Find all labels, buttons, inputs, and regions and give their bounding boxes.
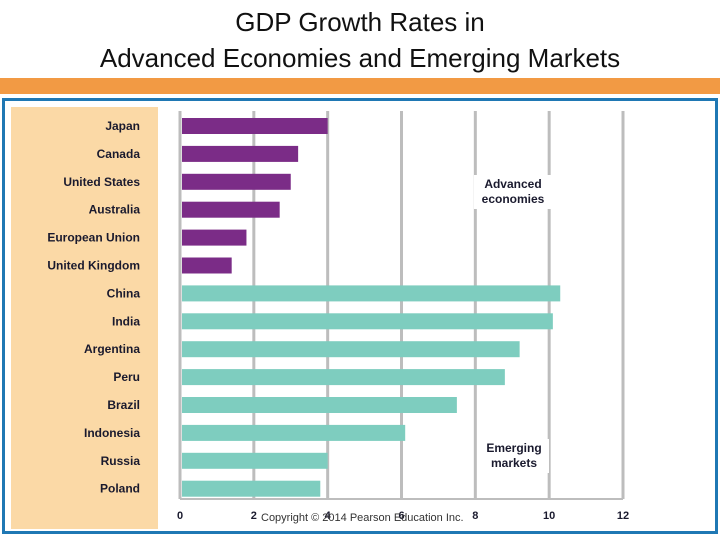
- bar-poland: [182, 480, 321, 497]
- bar-united-states: [182, 173, 291, 190]
- category-label-australia: Australia: [89, 203, 141, 217]
- x-axis-ticks: 0 2 4 6 8 10 12: [177, 510, 629, 522]
- category-label-argentina: Argentina: [84, 342, 140, 356]
- bar-indonesia: [182, 424, 406, 441]
- slide-title: GDP Growth Rates in Advanced Economies a…: [0, 4, 720, 76]
- gdp-growth-chart: Japan Canada United States Australia Europea…: [11, 107, 629, 529]
- emerging-markets-annotation: Emerging markets: [479, 439, 549, 473]
- x-tick-label-0: 0: [177, 510, 183, 522]
- title-line-1: GDP Growth Rates in: [235, 7, 485, 37]
- category-label-canada: Canada: [97, 147, 141, 161]
- x-tick-label-6: 6: [398, 510, 404, 522]
- category-label-panel: [11, 107, 158, 529]
- bar-russia: [182, 452, 328, 469]
- category-label-india: India: [112, 314, 140, 328]
- bar-layer: [182, 118, 561, 497]
- bar-brazil: [182, 397, 457, 413]
- advanced-economies-annotation: Advanced economies: [474, 175, 552, 209]
- bar-united-kingdom: [182, 257, 232, 274]
- category-label-china: China: [107, 286, 141, 300]
- category-label-united-kingdom: United Kingdom: [47, 259, 140, 273]
- x-tick-label-2: 2: [251, 510, 257, 522]
- bar-india: [182, 313, 553, 330]
- category-label-european-union: European Union: [47, 231, 140, 245]
- bar-japan: [182, 118, 328, 134]
- category-label-poland: Poland: [100, 482, 140, 496]
- advanced-annotation-line-2: economies: [482, 192, 545, 206]
- emerging-annotation-line-2: markets: [491, 456, 537, 470]
- title-line-2: Advanced Economies and Emerging Markets: [99, 43, 621, 73]
- category-label-brazil: Brazil: [107, 398, 140, 412]
- bar-peru: [182, 369, 505, 386]
- emerging-annotation-line-1: Emerging: [486, 441, 541, 455]
- x-tick-label-10: 10: [543, 510, 555, 522]
- advanced-annotation-line-1: Advanced: [484, 177, 541, 191]
- bar-european-union: [182, 229, 247, 246]
- category-label-russia: Russia: [101, 454, 141, 468]
- x-tick-label-8: 8: [472, 510, 478, 522]
- bar-canada: [182, 145, 299, 162]
- category-label-united-states: United States: [63, 175, 140, 189]
- category-label-indonesia: Indonesia: [84, 426, 140, 440]
- category-label-peru: Peru: [113, 370, 140, 384]
- x-tick-label-12: 12: [617, 510, 629, 522]
- title-accent-bar: [0, 78, 720, 94]
- bar-argentina: [182, 341, 520, 358]
- bar-australia: [182, 201, 280, 218]
- category-labels: Japan Canada United States Australia Europea…: [47, 119, 140, 496]
- category-label-japan: Japan: [105, 119, 140, 133]
- x-tick-label-4: 4: [325, 510, 332, 522]
- bar-china: [182, 285, 561, 302]
- chart-frame: Japan Canada United States Australia Europea…: [2, 98, 718, 534]
- copyright-notice: Copyright © 2014 Pearson Education Inc.: [261, 512, 464, 524]
